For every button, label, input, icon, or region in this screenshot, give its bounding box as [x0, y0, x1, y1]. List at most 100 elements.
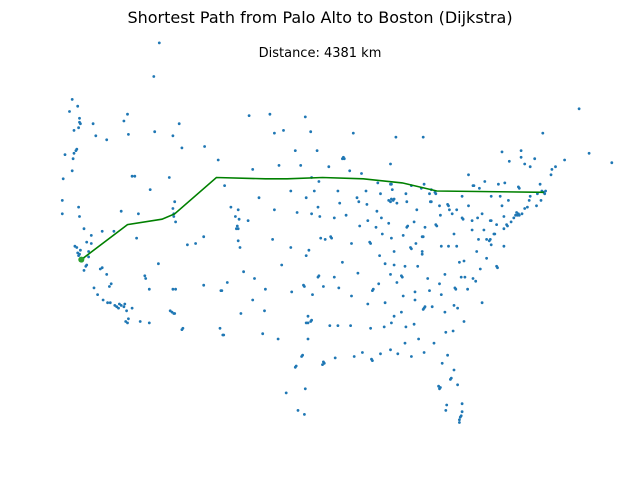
city-point — [276, 337, 280, 341]
city-point — [517, 185, 520, 189]
city-point — [236, 227, 240, 231]
city-point — [318, 215, 322, 218]
city-point — [303, 387, 307, 391]
city-point — [444, 409, 448, 412]
city-point — [117, 306, 120, 310]
city-point — [549, 173, 553, 177]
city-point — [541, 131, 545, 135]
city-point — [445, 403, 449, 407]
city-point — [400, 310, 403, 314]
city-point — [512, 216, 516, 220]
city-point — [91, 122, 95, 126]
city-point — [390, 188, 394, 192]
city-point — [239, 312, 243, 315]
city-point — [167, 176, 171, 179]
city-point — [392, 250, 396, 253]
city-point — [280, 263, 284, 267]
city-point — [303, 115, 307, 119]
city-point — [506, 224, 509, 228]
city-point — [171, 207, 175, 210]
city-point — [395, 281, 399, 284]
city-point — [152, 75, 156, 78]
city-point — [174, 220, 178, 224]
city-point — [459, 275, 463, 279]
city-point — [405, 200, 409, 204]
city-point — [432, 341, 436, 345]
city-point — [448, 208, 451, 212]
city-point — [126, 321, 129, 325]
city-point — [394, 135, 398, 139]
city-point — [369, 326, 372, 330]
city-point — [78, 215, 81, 218]
city-point — [438, 282, 441, 286]
city-point — [186, 243, 189, 247]
city-point — [415, 208, 419, 212]
city-point — [392, 263, 396, 267]
city-point — [264, 287, 267, 291]
city-point — [119, 209, 123, 213]
city-point — [119, 304, 123, 307]
city-point — [321, 363, 324, 366]
city-point — [426, 277, 430, 280]
city-point — [375, 209, 379, 213]
city-point — [263, 309, 266, 313]
city-point — [289, 246, 293, 249]
city-point — [157, 41, 161, 45]
city-point — [550, 168, 554, 171]
city-point — [355, 196, 359, 200]
city-point — [396, 352, 400, 356]
start-point-marker — [78, 256, 85, 263]
city-point — [310, 212, 313, 216]
city-point — [125, 309, 128, 313]
city-point — [404, 325, 408, 329]
city-point — [428, 192, 431, 196]
city-point — [299, 164, 303, 167]
city-point — [527, 199, 531, 202]
city-point — [517, 213, 521, 217]
city-point — [282, 129, 285, 132]
city-point — [379, 352, 382, 356]
city-point — [138, 320, 142, 323]
city-point — [422, 182, 426, 186]
city-point — [423, 225, 427, 229]
city-point — [523, 162, 527, 166]
city-point — [390, 197, 393, 201]
city-point — [387, 199, 391, 202]
city-point — [236, 208, 240, 212]
city-point — [439, 213, 442, 217]
city-point — [514, 213, 517, 217]
city-point — [273, 131, 276, 135]
city-point — [376, 181, 380, 185]
city-point — [123, 302, 127, 306]
city-point — [296, 409, 300, 412]
city-point — [133, 174, 137, 178]
city-point — [89, 242, 93, 245]
city-point — [460, 194, 464, 198]
city-point — [475, 250, 479, 253]
city-point — [455, 208, 459, 212]
city-point — [535, 204, 538, 208]
city-point — [450, 212, 454, 216]
city-point — [168, 309, 172, 313]
city-point — [338, 201, 342, 205]
city-point — [157, 262, 160, 266]
city-point — [390, 321, 393, 325]
city-point — [412, 220, 416, 224]
city-point — [73, 244, 77, 248]
city-point — [60, 199, 64, 202]
city-point — [430, 305, 434, 309]
city-point — [366, 302, 370, 306]
city-point — [416, 264, 420, 268]
city-point — [563, 158, 566, 162]
city-point — [277, 164, 281, 167]
city-point — [410, 247, 413, 251]
city-point — [453, 286, 457, 290]
city-point — [406, 224, 410, 228]
city-point — [507, 159, 511, 163]
city-point — [194, 242, 198, 245]
city-point — [444, 330, 448, 334]
city-point — [108, 285, 111, 288]
city-point — [472, 184, 476, 188]
city-point — [344, 213, 348, 217]
